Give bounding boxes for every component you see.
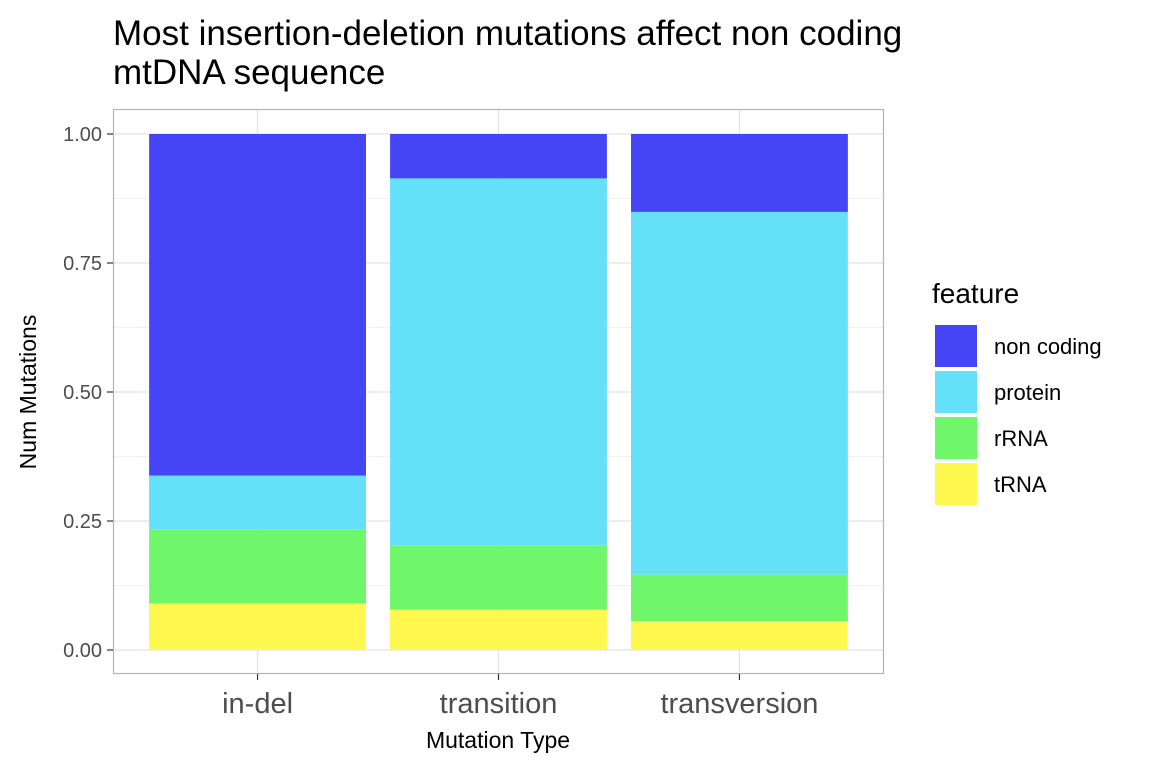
bar-segment (390, 178, 607, 546)
bar-segment (149, 603, 366, 650)
legend-item: rRNA (935, 417, 1048, 459)
legend-label: protein (994, 380, 1061, 405)
bar-segment (390, 609, 607, 650)
legend-items: non coding protein rRNA tRNA (935, 325, 1102, 505)
legend-label: tRNA (994, 472, 1047, 497)
bar-segment (149, 529, 366, 604)
y-tick-label: 0.00 (63, 640, 102, 662)
chart-title-line-2: mtDNA sequence (113, 53, 385, 92)
legend-item: tRNA (935, 463, 1047, 505)
bars-layer (149, 134, 848, 650)
legend-swatch (935, 325, 977, 367)
y-tick-label: 0.75 (63, 253, 102, 275)
bar-segment (149, 134, 366, 476)
y-tick-label: 0.50 (63, 382, 102, 404)
legend-title: feature (932, 278, 1019, 309)
x-tick-label: transversion (660, 688, 818, 720)
legend-label: rRNA (994, 426, 1048, 451)
bar-segment (631, 621, 848, 650)
chart-title: Most insertion-deletion mutations affect… (113, 14, 902, 92)
chart-title-line-1: Most insertion-deletion mutations affect… (113, 14, 902, 53)
bar-segment (631, 211, 848, 575)
legend-item: non coding (935, 325, 1102, 367)
bar-segment (149, 475, 366, 530)
legend-label: non coding (994, 334, 1102, 359)
y-tick-label: 0.25 (63, 511, 102, 533)
bar-segment (631, 134, 848, 212)
bar-segment (390, 545, 607, 610)
bar-segment (631, 574, 848, 622)
plot-panel (112, 108, 885, 675)
legend-swatch (935, 371, 977, 413)
y-axis-title: Num Mutations (15, 315, 41, 470)
y-tick-label: 1.00 (63, 124, 102, 146)
legend-swatch (935, 417, 977, 459)
legend-swatch (935, 463, 977, 505)
x-tick-label: in-del (222, 688, 293, 720)
bar-segment (390, 134, 607, 179)
x-tick-label: transition (440, 688, 558, 720)
x-axis: in-del transition transversion (222, 674, 818, 720)
legend-item: protein (935, 371, 1061, 413)
y-axis: 0.00 0.25 0.50 0.75 1.00 (63, 124, 113, 662)
plot-border (112, 108, 885, 675)
legend: feature non coding protein rRNA tRNA (932, 278, 1102, 505)
x-axis-title: Mutation Type (426, 727, 570, 753)
